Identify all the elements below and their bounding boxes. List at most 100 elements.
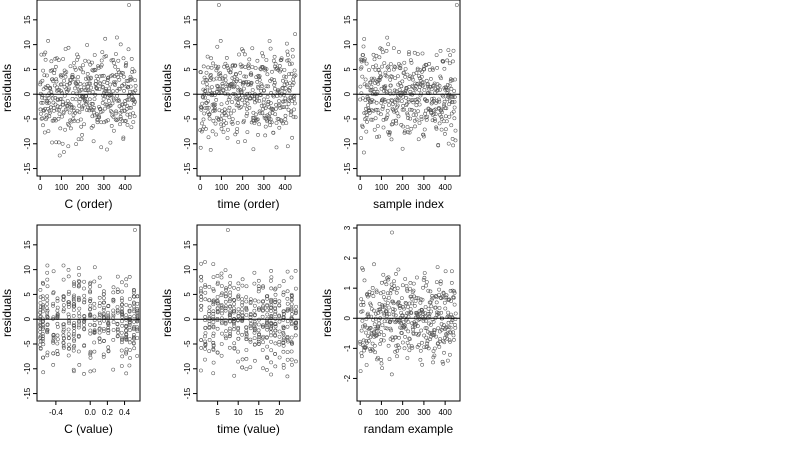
data-point xyxy=(92,279,97,284)
data-point xyxy=(76,349,81,354)
data-point xyxy=(95,120,100,125)
data-point xyxy=(211,61,215,66)
data-point xyxy=(383,297,388,302)
data-point xyxy=(220,291,224,296)
data-point xyxy=(118,42,123,47)
data-point xyxy=(418,348,423,353)
x-axis-title: time (value) xyxy=(217,422,280,436)
data-point xyxy=(132,98,136,102)
data-point xyxy=(87,108,92,113)
data-point xyxy=(292,97,297,101)
data-point xyxy=(252,270,257,275)
data-point xyxy=(88,349,93,354)
data-point xyxy=(244,367,249,371)
data-point xyxy=(377,75,382,80)
data-point xyxy=(133,88,138,93)
data-point xyxy=(253,342,257,347)
data-point xyxy=(234,130,239,134)
data-point xyxy=(453,77,457,82)
data-point xyxy=(58,105,63,109)
data-point xyxy=(106,349,111,354)
data-point xyxy=(437,287,441,292)
data-point xyxy=(409,344,414,348)
data-point xyxy=(92,106,96,110)
data-point xyxy=(46,129,51,133)
data-point xyxy=(442,300,447,305)
data-point xyxy=(128,89,132,94)
data-point xyxy=(228,274,233,279)
data-point xyxy=(91,102,95,106)
data-point xyxy=(56,98,60,102)
data-point xyxy=(240,297,244,301)
data-point xyxy=(88,285,93,289)
data-point xyxy=(414,71,419,75)
data-point xyxy=(390,286,394,291)
data-point xyxy=(408,58,413,63)
data-point xyxy=(263,133,268,138)
data-point xyxy=(111,298,116,302)
data-point xyxy=(376,355,380,360)
points-layer xyxy=(358,230,458,377)
data-point xyxy=(284,121,289,125)
data-point xyxy=(252,308,257,313)
data-point xyxy=(286,107,291,112)
data-point xyxy=(387,312,392,316)
points-layer xyxy=(198,3,298,152)
data-point xyxy=(132,336,136,341)
data-point xyxy=(387,130,392,135)
data-point xyxy=(433,305,438,310)
data-point xyxy=(442,102,447,107)
y-axis-title: residuals xyxy=(320,289,334,337)
y-tick-label: 0 xyxy=(183,316,192,321)
data-point xyxy=(421,83,425,88)
data-point xyxy=(71,117,76,121)
data-point xyxy=(285,296,290,301)
data-point xyxy=(408,281,413,285)
data-point xyxy=(289,349,294,354)
data-point xyxy=(76,284,81,289)
data-point xyxy=(55,314,60,319)
data-point xyxy=(199,307,203,312)
data-point xyxy=(427,62,432,66)
data-point xyxy=(273,62,278,66)
data-point xyxy=(131,290,136,295)
data-point xyxy=(272,54,277,59)
data-point xyxy=(248,297,253,302)
data-point xyxy=(93,92,98,97)
x-tick-label: 300 xyxy=(97,183,111,192)
data-point xyxy=(420,51,425,56)
data-point xyxy=(204,70,209,75)
data-point xyxy=(360,309,365,314)
data-point xyxy=(45,302,50,306)
data-point xyxy=(391,46,396,50)
data-point xyxy=(265,335,269,339)
data-point xyxy=(132,304,136,309)
data-point xyxy=(72,337,76,342)
data-point xyxy=(202,124,206,129)
data-point xyxy=(359,351,364,355)
data-point xyxy=(129,105,133,110)
data-point xyxy=(219,319,224,324)
data-point xyxy=(127,105,132,110)
data-point xyxy=(444,293,449,298)
data-point xyxy=(54,79,59,84)
data-point xyxy=(97,275,102,280)
data-point xyxy=(77,314,82,319)
data-point xyxy=(265,119,270,124)
data-point xyxy=(219,102,224,107)
data-point xyxy=(273,310,278,314)
data-point xyxy=(233,63,238,68)
data-point xyxy=(212,107,217,112)
data-point xyxy=(396,300,401,304)
data-point xyxy=(369,332,374,337)
data-point xyxy=(128,115,132,120)
data-point xyxy=(414,112,418,117)
data-point xyxy=(133,78,137,83)
data-point xyxy=(289,292,294,297)
data-point xyxy=(404,317,409,322)
data-point xyxy=(292,68,297,73)
data-point xyxy=(374,290,379,295)
data-point xyxy=(277,319,282,324)
data-point xyxy=(404,301,409,306)
